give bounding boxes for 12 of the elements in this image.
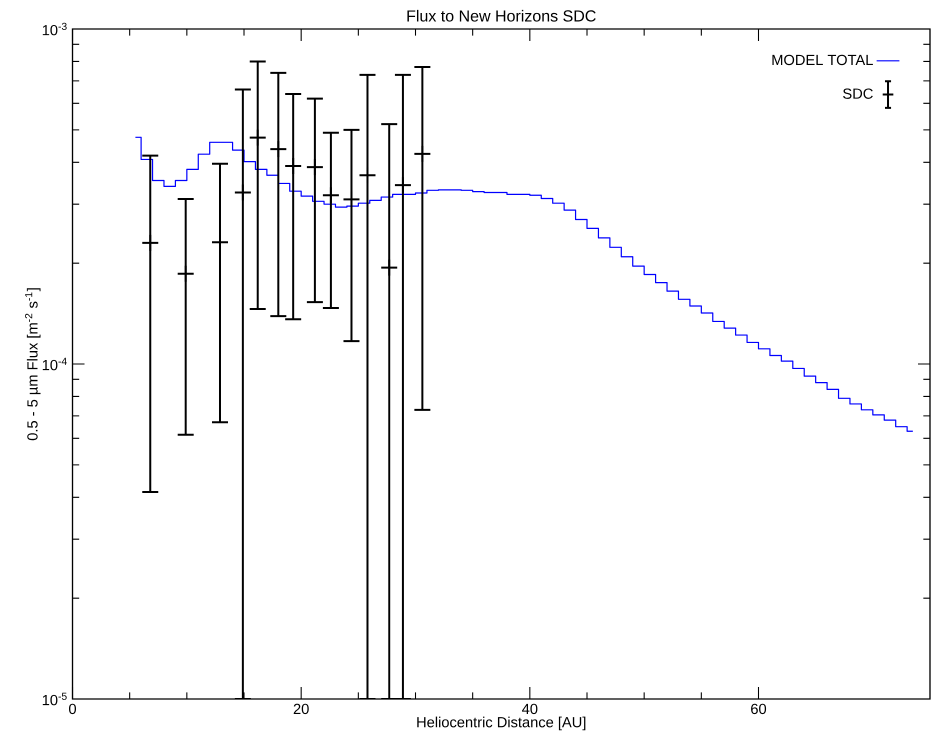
x-tick-label: 0 (69, 704, 76, 714)
x-axis-title: Heliocentric Distance [AU] (417, 716, 586, 730)
y-tick-label: 10$^{-5}$ (42, 692, 67, 706)
legend-label: MODEL TOTAL (772, 54, 873, 66)
y-tick-label: 10$^{-3}$ (42, 22, 67, 36)
x-tick-label: 60 (751, 704, 766, 714)
y-tick-label: 10$^{-4}$ (42, 358, 67, 370)
x-tick-label: 40 (522, 704, 538, 714)
y-axis-title: 0.5 - 5 µm Flux [m$^{-2}$ s$^{-1}$] (25, 288, 41, 440)
chart-title: Flux to New Horizons SDC (407, 10, 596, 22)
x-tick-label: 20 (294, 704, 309, 714)
legend-label: SDC (843, 88, 873, 99)
